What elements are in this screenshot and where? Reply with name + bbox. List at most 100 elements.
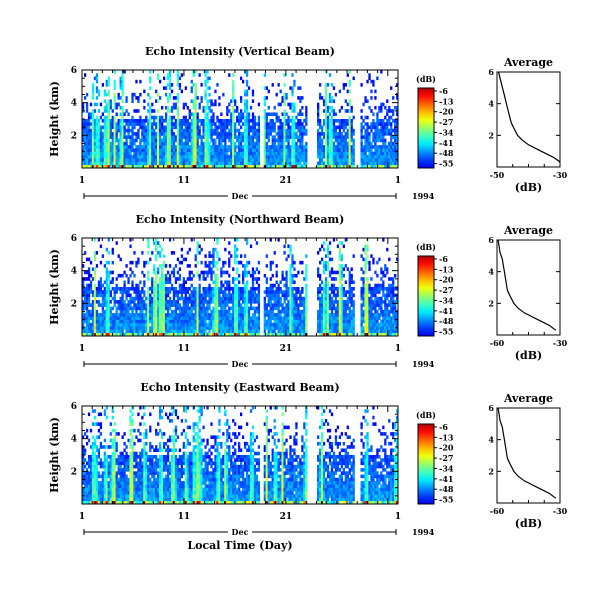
heatmap-cell [135,293,138,298]
heatmap-cell [380,148,383,152]
heatmap-cell [153,319,156,324]
heatmap-cell [317,319,320,324]
heatmap-cell [113,313,116,317]
heatmap-cell [82,290,85,294]
heatmap-cell [222,309,225,314]
heatmap-cell [186,141,189,146]
heatmap-cell [378,151,381,156]
heatmap-cell [109,290,112,294]
heatmap-cell [291,287,294,291]
heatmap-cell [362,119,365,123]
heatmap-cell [99,115,103,120]
heatmap-cell [299,326,302,330]
heatmap-cell [214,154,217,159]
heatmap-cell [139,306,142,311]
heatmap-cell [392,164,395,169]
heatmap-cell [151,154,154,159]
heatmap-cell [338,316,342,320]
heatmap-cell [206,300,209,304]
heatmap-cell [192,148,195,152]
heatmap-cell [243,154,247,159]
heatmap-cell [330,138,334,143]
heatmap-cell [190,148,193,152]
heatmap-cell [113,128,116,133]
heatmap-cell [390,128,393,133]
heatmap-cell [390,151,393,156]
heatmap-cell [161,264,164,268]
heatmap-cell [188,319,191,324]
heatmap-cell [212,300,215,304]
heatmap-cell [149,135,152,139]
heatmap-cell [297,164,300,169]
heatmap-cell [265,254,268,258]
heatmap-cell [176,70,180,74]
heatmap-cell [161,151,164,156]
heatmap-cell [265,145,268,149]
heatmap-cell [340,122,343,126]
heatmap-cell [275,316,278,320]
heatmap-cell [275,148,278,152]
heatmap-cell [188,158,191,162]
heatmap-cell [113,329,116,334]
heatmap-cell [336,313,340,317]
heatmap-cell [291,322,294,327]
heatmap-cell [322,145,326,149]
heatmap-cell [368,145,371,149]
heatmap-cell [293,158,296,162]
heatmap-cell [297,138,300,143]
heatmap-cell [220,158,223,162]
heatmap-cell [161,273,164,278]
heatmap-cell [317,161,320,166]
heatmap-cell [202,290,205,294]
heatmap-cell [320,296,324,301]
heatmap-cell [121,141,124,146]
heatmap-cell [83,164,87,169]
heatmap-cell [283,161,286,166]
heatmap-cell [322,154,326,159]
heatmap-cell [322,102,326,107]
heatmap-cell [273,112,276,117]
heatmap-cell [119,141,122,146]
heatmap-cell [336,322,340,327]
heatmap-cell [176,322,180,327]
heatmap-cell [182,132,185,136]
heatmap-cell [390,115,393,120]
heatmap-cell [234,125,237,130]
heatmap-cell [164,273,168,278]
heatmap-cell [115,154,118,159]
heatmap-cell [95,141,99,146]
heatmap-cell [257,313,261,317]
heatmap-cell [251,89,255,94]
heatmap-cell [241,273,245,278]
heatmap-cell [196,251,199,255]
heatmap-cell [362,151,365,156]
heatmap-cell [208,151,211,156]
heatmap-cell [236,119,239,123]
heatmap-cell [224,128,227,133]
heatmap-cell [161,329,164,334]
heatmap-cell [236,164,239,169]
heatmap-cell [265,115,268,120]
heatmap-cell [143,293,146,298]
heatmap-cell [196,132,199,136]
heatmap-cell [123,270,126,275]
heatmap-cell [155,151,158,156]
heatmap-cell [186,145,189,149]
heatmap-cell [224,326,227,330]
heatmap-cell [277,319,280,324]
heatmap-cell [338,329,342,334]
heatmap-cell [350,154,353,159]
heatmap-cell [194,287,197,291]
heatmap-cell [147,287,150,291]
heatmap-cell [366,161,369,166]
heatmap-cell [188,277,191,281]
heatmap-cell [338,247,342,252]
heatmap-cell [240,319,243,324]
heatmap-cell [267,164,270,169]
heatmap-cell [238,119,241,123]
heatmap-cell [184,296,187,301]
heatmap-cell [174,326,178,330]
heatmap-cell [338,151,342,156]
heatmap-cell [228,260,231,265]
heatmap-cell [196,138,199,143]
